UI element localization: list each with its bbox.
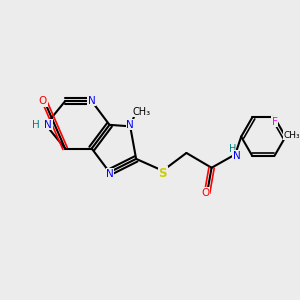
Text: S: S [158,167,167,180]
Text: N: N [233,151,241,161]
Text: H: H [229,144,236,154]
Text: F: F [272,117,278,127]
Text: O: O [39,96,47,106]
Text: N: N [126,120,134,130]
Text: H: H [32,120,39,130]
Text: CH₃: CH₃ [132,106,151,116]
Text: O: O [202,188,210,198]
Text: N: N [88,96,96,106]
Text: CH₃: CH₃ [283,131,300,140]
Text: N: N [106,169,114,179]
Text: N: N [44,120,52,130]
